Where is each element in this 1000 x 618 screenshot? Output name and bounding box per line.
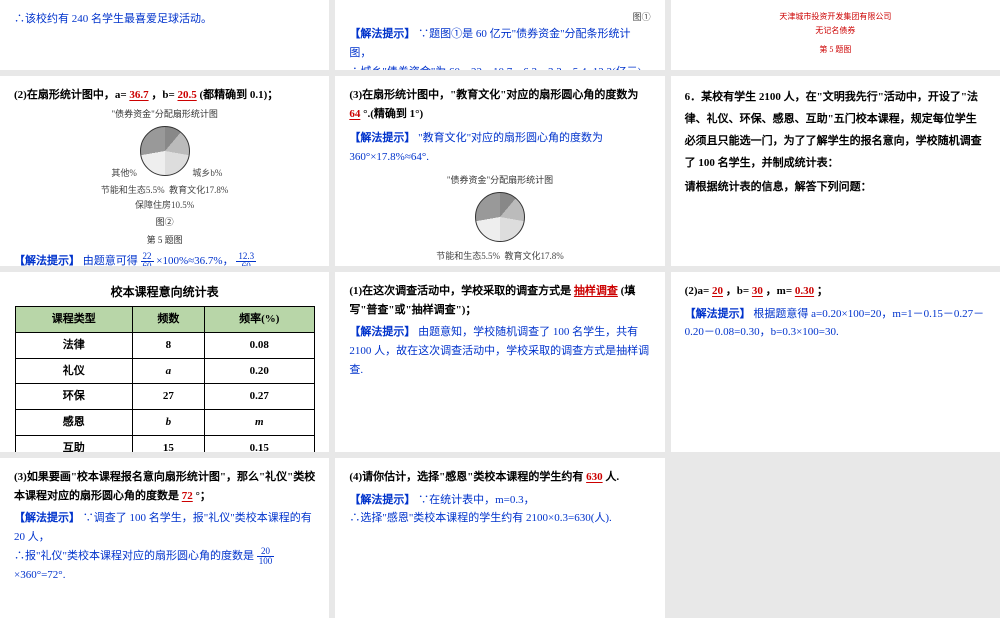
pie-lbl-b: 城乡b% (192, 166, 232, 181)
cell-r1c3: 天津城市投资开发集团有限公司 无记名债券 第 5 题图 (671, 0, 1000, 70)
hint-line2: ∴城乡"债券资金"为 60－22－10.7－6.3－3.3－5.4=12.3(亿… (349, 63, 650, 70)
q2-tail: (都精确到 0.1)； (199, 89, 278, 101)
fig-line-1: 第 5 题图 (14, 233, 315, 248)
q3-a: (3)在扇形统计图中，"教育文化"对应的扇形圆心角的度数为 (349, 89, 638, 101)
hint-label-q1: 【解法提示】 (349, 326, 415, 338)
q2-b: 20.5 (177, 89, 196, 101)
hint-2b: ×100%≈36.7%， (156, 255, 233, 266)
q1-ans: 抽样调查 (574, 285, 618, 297)
hint-q3s-bpre: ∴报"礼仪"类校本课程对应的扇形圆心角的度数是 (14, 550, 254, 562)
q4s-ans: 630 (586, 471, 603, 483)
q4s-b: 人. (605, 471, 619, 483)
pie-lbl-e: 保障住房10.5% (14, 198, 315, 213)
q2s-av: 20 (712, 285, 723, 297)
q4s-a: (4)请你估计，选择"感恩"类校本课程的学生约有 (349, 471, 583, 483)
q3s-ans: 72 (182, 490, 193, 502)
q2-a: 36.7 (129, 89, 148, 101)
hint-label: 【解法提示】 (349, 28, 415, 40)
hint-label-q3s: 【解法提示】 (14, 512, 80, 524)
cell-r1c1: ∴该校约有 240 名学生最喜爱足球活动。 (0, 0, 329, 70)
cell-r4c3-empty (671, 458, 1000, 618)
cell-r3c2: (1)在这次调查活动中，学校采取的调查方式是 抽样调查 (填写"普查"或"抽样调… (335, 272, 664, 452)
q6-p1: 6．某校有学生 2100 人，在"文明我先行"活动中，开设了"法律、礼仪、环保、… (685, 86, 986, 174)
pie-chart-icon-2 (475, 192, 525, 242)
q3s-a: (3)如果要画"校本课程报名意向扇形统计图"，那么"礼仪"类校本课程对应的扇形圆… (14, 471, 315, 502)
stamp-line2: 无记名债券 (685, 24, 986, 38)
fig-num-1: 图② (14, 215, 315, 230)
cell-r1c2: 图① 【解法提示】 ∵题图①是 60 亿元"债券资金"分配条形统计图， ∴城乡"… (335, 0, 664, 70)
hint-q4s-b: ∴选择"感恩"类校本课程的学生约有 2100×0.3=630(人). (349, 509, 650, 528)
cell-r2c1: (2)在扇形统计图中，a= 36.7 ，b= 20.5 (都精确到 0.1)； … (0, 76, 329, 266)
hint-label-3: 【解法提示】 (349, 132, 415, 144)
pie-title-2: "债券资金"分配扇形统计图 (349, 173, 650, 188)
cell-r4c2: (4)请你估计，选择"感恩"类校本课程的学生约有 630 人. 【解法提示】 ∵… (335, 458, 664, 618)
stats-table: 课程类型 频数 频率(%) 法律80.08 礼仪a0.20 环保270.27 感… (15, 306, 315, 452)
q6-p2: 请根据统计表的信息，解答下列问题： (685, 178, 986, 197)
q2s-bv: 30 (752, 285, 763, 297)
table-title: 校本课程意向统计表 (14, 282, 315, 302)
pie-lbl-d: 教育文化17.8% (169, 185, 228, 195)
hint-2a: 由题意可得 (83, 255, 138, 266)
q3-ans: 64 (349, 108, 360, 120)
q2s-a: (2)a= (685, 285, 710, 297)
pie-lbl-a: 其他% (97, 166, 137, 181)
cell-r2c3: 6．某校有学生 2100 人，在"文明我先行"活动中，开设了"法律、礼仪、环保、… (671, 76, 1000, 266)
cell-r3c1: 校本课程意向统计表 课程类型 频数 频率(%) 法律80.08 礼仪a0.20 … (0, 272, 329, 452)
hint-label-2: 【解法提示】 (14, 255, 80, 266)
text-conclusion: ∴该校约有 240 名学生最喜爱足球活动。 (14, 13, 212, 25)
hint-q4s-a: ∵在统计表中，m=0.3， (418, 494, 535, 506)
q2s-m2: ，m= (766, 285, 792, 297)
pie-title-1: "债券资金"分配扇形统计图 (14, 107, 315, 122)
stamp-caption: 第 5 题图 (685, 43, 986, 57)
hint-label-q2s: 【解法提示】 (685, 308, 751, 320)
cell-r4c1: (3)如果要画"校本课程报名意向扇形统计图"，那么"礼仪"类校本课程对应的扇形圆… (0, 458, 329, 618)
q2s-mv: 0.30 (795, 285, 814, 297)
hint-label-q4s: 【解法提示】 (349, 494, 415, 506)
fig-label-1: 图① (349, 10, 650, 25)
th-2: 频率(%) (204, 307, 314, 333)
pie-lbl-c: 节能和生态5.5% (101, 185, 165, 195)
cell-r2c2: (3)在扇形统计图中，"教育文化"对应的扇形圆心角的度数为 64 °.(精确到 … (335, 76, 664, 266)
hint-q3s-bpost: ×360°=72°. (14, 569, 65, 581)
q3s-b: °； (196, 490, 211, 502)
q3-b: °.(精确到 1°) (363, 108, 423, 120)
q2-mid: ，b= (151, 89, 174, 101)
stamp-line1: 天津城市投资开发集团有限公司 (685, 10, 986, 24)
pie-chart-icon (140, 126, 190, 176)
q2-text: (2)在扇形统计图中，a= (14, 89, 127, 101)
q2s-m1: ，b= (726, 285, 749, 297)
q2s-tail: ； (817, 285, 828, 297)
th-1: 频数 (132, 307, 204, 333)
th-0: 课程类型 (15, 307, 132, 333)
q1-a: (1)在这次调查活动中，学校采取的调查方式是 (349, 285, 571, 297)
cell-r3c3: (2)a= 20 ，b= 30 ，m= 0.30 ； 【解法提示】 根据题意得 … (671, 272, 1000, 452)
